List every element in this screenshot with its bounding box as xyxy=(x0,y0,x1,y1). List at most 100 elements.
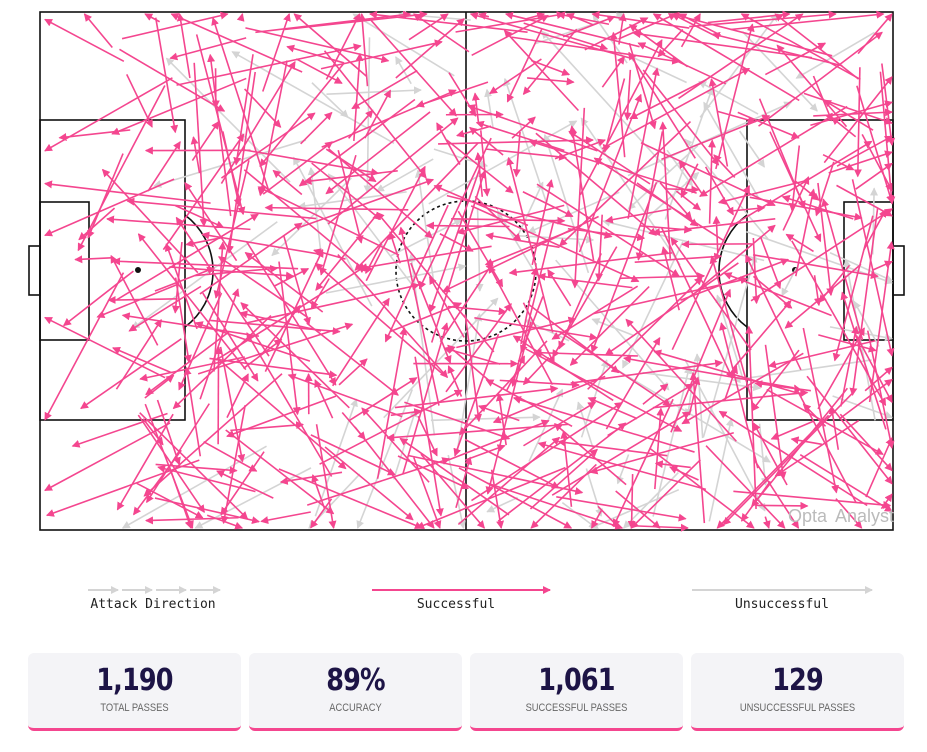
pass-arrow xyxy=(661,114,771,161)
pass-arrow xyxy=(817,182,835,297)
pass-arrow xyxy=(497,422,627,522)
pass-arrow xyxy=(813,275,822,307)
pass-arrow xyxy=(764,42,827,76)
pitch xyxy=(28,11,905,531)
pass-arrow xyxy=(388,231,401,264)
pass-arrow xyxy=(715,23,755,170)
pass-arrow xyxy=(145,516,239,525)
pass-arrow xyxy=(110,254,159,346)
pass-arrow xyxy=(623,69,632,121)
pass-arrow xyxy=(526,11,546,20)
pass-arrow xyxy=(219,346,246,463)
pass-arrow xyxy=(325,263,467,294)
pass-arrow xyxy=(490,469,505,529)
pass-arrow xyxy=(390,408,423,417)
pass-arrow xyxy=(871,260,893,271)
pass-arrow xyxy=(680,258,790,301)
pass-arrow xyxy=(193,62,208,228)
pass-arrow xyxy=(530,59,571,76)
pass-arrow xyxy=(640,142,776,207)
pass-arrow xyxy=(802,327,839,494)
pass-arrow xyxy=(568,125,595,261)
pass-arrow xyxy=(175,216,270,357)
pass-arrow xyxy=(351,69,418,110)
watermark-product: Analyst xyxy=(835,506,894,526)
pass-arrow xyxy=(128,285,202,332)
pass-arrow xyxy=(433,184,529,227)
pass-arrow xyxy=(615,490,661,529)
stat-cards: 1,190 TOTAL PASSES 89% ACCURACY 1,061 SUCCE… xyxy=(28,653,904,731)
pass-arrow xyxy=(652,13,800,102)
legend: Attack Direction Successful Unsuccessful xyxy=(88,586,873,612)
pass-arrow xyxy=(527,77,575,86)
pass-arrow xyxy=(255,10,412,34)
pass-arrow xyxy=(199,222,303,295)
pass-arrow xyxy=(332,297,390,387)
pass-arrow xyxy=(390,302,463,333)
pass-arrow xyxy=(315,213,378,291)
pass-arrow xyxy=(628,42,657,130)
pass-arrow xyxy=(74,255,112,264)
pass-arrow xyxy=(716,110,756,124)
stat-label: UNSUCCESSFUL PASSES xyxy=(739,702,856,714)
pass-arrow xyxy=(652,365,692,517)
pass-arrow xyxy=(310,278,330,310)
pass-arrow xyxy=(840,291,887,430)
pass-arrow xyxy=(272,169,303,196)
pass-arrow xyxy=(753,459,800,529)
pass-arrow xyxy=(176,43,362,86)
pass-arrow xyxy=(169,37,247,61)
pass-arrow xyxy=(831,117,857,138)
pass-arrow xyxy=(144,13,161,23)
legend-attack: Attack Direction xyxy=(90,597,215,612)
pass-arrow xyxy=(262,141,334,195)
pass-arrow xyxy=(364,89,392,139)
pass-arrow xyxy=(627,67,660,219)
pass-arrow xyxy=(71,412,168,448)
pass-arrow xyxy=(448,72,477,117)
pass-arrow xyxy=(511,36,681,65)
pass-arrow xyxy=(730,10,885,31)
pass-arrow xyxy=(354,142,479,271)
pass-arrow xyxy=(165,57,291,183)
pass-arrow xyxy=(216,470,274,499)
pass-arrow xyxy=(709,255,755,408)
pass-arrow xyxy=(467,104,598,152)
pass-arrow xyxy=(471,14,549,56)
pass-arrow xyxy=(327,117,459,225)
pass-arrow xyxy=(176,13,191,79)
pass-arrow xyxy=(154,17,179,134)
pass-arrow xyxy=(520,296,544,354)
pass-arrow xyxy=(496,210,538,277)
pass-arrow xyxy=(430,170,487,343)
pass-arrow xyxy=(788,145,801,212)
pass-arrow xyxy=(154,266,216,292)
pass-arrow xyxy=(642,69,720,166)
pass-arrow xyxy=(749,196,863,221)
pass-arrow xyxy=(868,241,895,403)
pass-arrow xyxy=(410,262,452,364)
pass-arrow xyxy=(652,389,809,409)
pass-arrow xyxy=(44,178,175,237)
pass-arrow xyxy=(698,80,759,115)
pass-arrow xyxy=(77,85,166,252)
pass-arrow xyxy=(257,186,400,256)
pass-arrow xyxy=(630,459,701,529)
pass-arrow xyxy=(632,30,812,59)
pass-arrow xyxy=(325,111,431,195)
pass-arrow xyxy=(87,153,124,239)
pass-arrow xyxy=(697,224,776,291)
pass-arrow xyxy=(220,451,265,516)
pass-arrow xyxy=(678,13,804,100)
pass-arrow xyxy=(723,365,738,401)
pass-arrow xyxy=(627,474,636,529)
pass-arrow xyxy=(604,208,672,224)
pass-arrow xyxy=(503,29,580,112)
pass-arrow xyxy=(579,39,663,196)
pass-arrow xyxy=(654,460,691,469)
pass-arrow xyxy=(733,490,892,509)
pass-arrow xyxy=(535,132,657,236)
pass-arrow xyxy=(561,502,598,529)
pass-arrow xyxy=(556,496,687,522)
pass-arrow xyxy=(622,241,684,369)
